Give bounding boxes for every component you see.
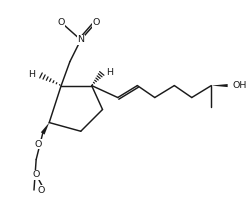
Text: OH: OH bbox=[232, 81, 247, 90]
Polygon shape bbox=[211, 84, 228, 87]
Polygon shape bbox=[41, 123, 49, 134]
Text: O: O bbox=[32, 170, 40, 179]
Text: O: O bbox=[37, 185, 45, 194]
Text: N: N bbox=[77, 35, 84, 44]
Text: H: H bbox=[106, 68, 113, 77]
Text: H: H bbox=[29, 70, 35, 79]
Text: O: O bbox=[58, 18, 65, 27]
Text: O: O bbox=[35, 140, 42, 149]
Text: O: O bbox=[92, 18, 100, 27]
